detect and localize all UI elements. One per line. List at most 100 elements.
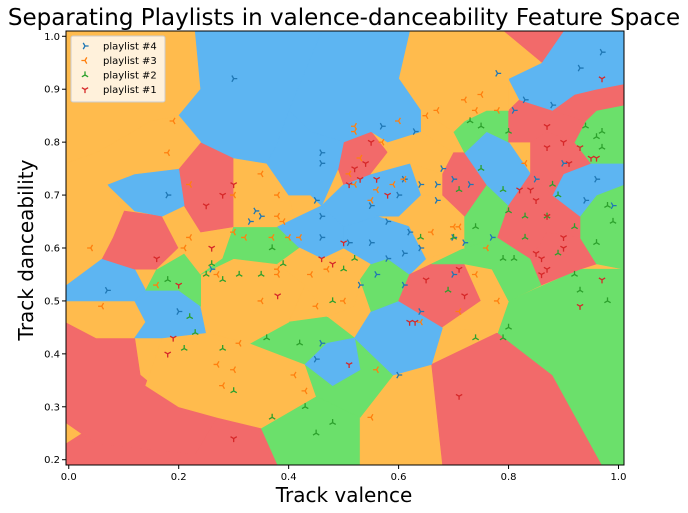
- data-point-tri-right: [401, 249, 408, 257]
- region-cell: [497, 268, 624, 465]
- data-point-tri-right: [418, 244, 425, 252]
- data-point-tri-left: [367, 196, 374, 204]
- data-point-tri-down: [598, 76, 606, 83]
- data-point-tri-down: [560, 235, 567, 242]
- data-point-tri-right: [104, 286, 111, 294]
- data-point-tri-up: [455, 186, 463, 193]
- data-point-tri-right: [368, 202, 375, 210]
- data-point-tri-down: [538, 272, 545, 279]
- data-point-tri-right: [522, 96, 529, 104]
- data-point-tri-right: [418, 308, 425, 315]
- data-point-tri-right: [176, 308, 183, 315]
- data-point-tri-down: [565, 160, 573, 167]
- data-point-tri-left: [230, 228, 237, 236]
- data-point-tri-right: [401, 281, 408, 289]
- data-point-tri-left: [230, 191, 237, 199]
- data-point-tri-up: [571, 270, 578, 277]
- data-point-tri-right: [550, 101, 557, 109]
- data-point-tri-right: [412, 128, 419, 136]
- data-point-tri-down: [576, 303, 584, 310]
- data-point-tri-left: [180, 244, 187, 252]
- data-point-tri-right: [577, 64, 584, 72]
- data-point-tri-left: [213, 360, 220, 368]
- data-point-tri-left: [296, 233, 303, 241]
- data-point-tri-left: [373, 186, 379, 194]
- data-point-tri-right: [319, 233, 326, 241]
- y-tick-label: 0.5: [44, 296, 60, 307]
- data-point-tri-up: [554, 191, 562, 198]
- data-point-tri-left: [164, 149, 171, 157]
- data-point-tri-right: [231, 75, 238, 83]
- data-point-tri-left: [213, 271, 220, 278]
- legend: playlist #4 playlist #3 playlist #2 playlis…: [70, 35, 166, 103]
- data-point-tri-down: [169, 335, 177, 342]
- data-point-tri-right: [396, 191, 403, 199]
- data-point-tri-down: [367, 139, 375, 146]
- data-point-tri-left: [378, 138, 385, 146]
- data-point-tri-up: [582, 122, 589, 129]
- data-point-tri-right: [594, 175, 601, 183]
- data-point-tri-left: [301, 387, 308, 395]
- data-point-tri-right: [467, 181, 474, 188]
- data-point-tri-up: [505, 323, 513, 330]
- data-point-tri-right: [451, 271, 458, 278]
- x-tick-label: 0.8: [501, 472, 517, 483]
- legend-label: playlist #3: [103, 56, 157, 67]
- data-point-tri-up: [208, 260, 216, 267]
- data-point-tri-down: [543, 266, 551, 273]
- data-point-tri-up: [499, 186, 507, 193]
- data-point-tri-left: [98, 302, 105, 310]
- data-point-tri-down: [461, 293, 469, 300]
- data-point-tri-left: [153, 281, 160, 289]
- data-point-tri-right: [385, 218, 392, 225]
- data-point-tri-up: [180, 344, 188, 351]
- data-point-tri-down: [560, 139, 567, 146]
- chart-title: Separating Playlists in valence-danceabi…: [8, 5, 680, 31]
- data-point-tri-right: [385, 255, 392, 263]
- data-point-tri-right: [511, 106, 518, 114]
- data-point-tri-left: [395, 117, 401, 125]
- data-point-tri-right: [407, 228, 414, 236]
- data-point-tri-down: [373, 176, 381, 183]
- y-tick-label: 0.9: [44, 85, 60, 96]
- data-point-tri-up: [499, 254, 507, 261]
- data-point-tri-left: [230, 366, 237, 374]
- data-point-tri-left: [482, 244, 489, 252]
- region-cell: [370, 131, 454, 175]
- data-point-tri-up: [593, 133, 600, 140]
- legend-label: playlist #1: [103, 85, 157, 96]
- data-point-tri-left: [290, 371, 297, 379]
- data-point-tri-up: [510, 254, 518, 261]
- data-point-tri-right: [489, 233, 496, 241]
- data-point-tri-left: [274, 191, 281, 199]
- data-point-tri-down: [318, 256, 326, 263]
- data-point-tri-up: [505, 207, 513, 214]
- data-point-tri-left: [235, 339, 242, 347]
- data-point-tri-left: [477, 91, 484, 98]
- data-point-tri-up: [593, 239, 600, 246]
- data-point-tri-down: [532, 250, 540, 257]
- data-point-tri-right: [495, 69, 502, 77]
- data-point-tri-left: [340, 297, 346, 305]
- data-point-tri-down: [455, 266, 463, 273]
- data-point-tri-right: [357, 281, 364, 289]
- data-point-tri-up: [296, 339, 304, 346]
- data-point-tri-up: [329, 419, 337, 426]
- data-point-tri-left: [493, 106, 500, 114]
- data-point-tri-right: [610, 202, 617, 210]
- y-tick-label: 0.6: [44, 244, 60, 255]
- data-point-tri-right: [434, 181, 441, 188]
- data-point-tri-left: [400, 175, 407, 183]
- data-point-tri-left: [241, 233, 248, 241]
- data-point-tri-down: [411, 319, 419, 326]
- data-point-tri-down: [208, 245, 216, 252]
- data-point-tri-down: [340, 240, 348, 247]
- data-point-tri-left: [87, 244, 94, 252]
- x-tick-label: 1.0: [611, 472, 627, 483]
- x-axis-ticks: 0.0 0.2 0.4 0.6 0.8 1.0: [61, 465, 627, 483]
- data-point-tri-up: [263, 334, 271, 341]
- data-point-tri-left: [373, 366, 379, 374]
- region-cell: [66, 115, 202, 286]
- data-point-tri-up: [219, 344, 227, 351]
